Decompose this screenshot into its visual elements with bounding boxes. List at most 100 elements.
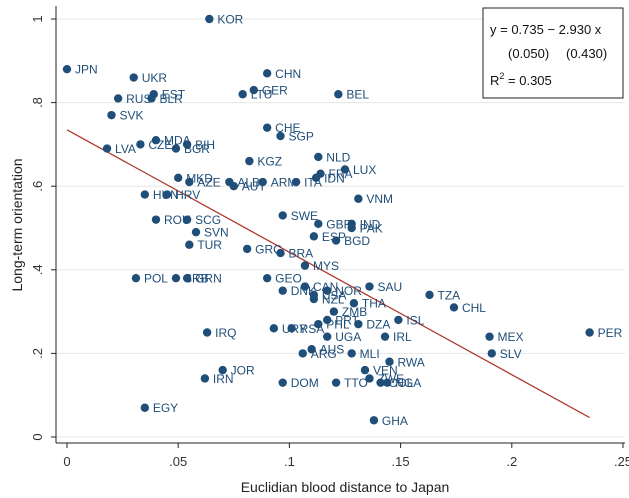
- data-point: ITA: [291, 176, 322, 190]
- data-point: GRC: [242, 242, 282, 256]
- point-marker: [238, 90, 247, 99]
- point-marker: [287, 324, 296, 333]
- point-marker: [191, 227, 201, 237]
- r-squared: R2 = 0.305: [490, 71, 552, 88]
- point-marker: [140, 403, 150, 412]
- data-point: BEL: [334, 88, 369, 102]
- point-marker: [291, 177, 301, 187]
- point-label: USA: [322, 288, 347, 302]
- point-label: IDN: [324, 171, 345, 185]
- point-label: CHE: [275, 121, 300, 135]
- point-marker: [380, 332, 390, 341]
- data-point: PER: [585, 326, 623, 340]
- point-marker: [182, 140, 192, 149]
- y-tick-label: 0: [30, 433, 45, 440]
- point-marker: [140, 190, 150, 199]
- point-marker: [171, 273, 181, 283]
- point-label: HRV: [175, 188, 200, 202]
- point-marker: [309, 232, 319, 241]
- point-marker: [202, 328, 212, 337]
- point-label: TUR: [197, 238, 222, 252]
- data-point: IDN: [311, 171, 345, 185]
- data-point: LVA: [102, 142, 136, 156]
- point-marker: [365, 374, 374, 383]
- point-label: VNM: [366, 192, 393, 206]
- point-label: AUS: [320, 343, 345, 357]
- point-label: BLR: [160, 92, 184, 106]
- point-label: NLD: [326, 150, 350, 164]
- y-tick-label: .4: [30, 264, 45, 275]
- point-label: PHL: [326, 318, 350, 332]
- point-label: ARM: [271, 176, 298, 190]
- point-label: SGP: [289, 130, 314, 144]
- point-marker: [298, 349, 307, 358]
- point-marker: [323, 286, 332, 295]
- data-point: SLV: [487, 347, 522, 361]
- data-point: PRT: [323, 313, 360, 327]
- fit-line-group: [66, 129, 590, 419]
- data-point: KOR: [205, 13, 244, 27]
- point-label: NZL: [322, 293, 345, 307]
- point-label: AUT: [242, 180, 267, 194]
- data-point: ROU: [151, 213, 191, 227]
- point-label: CZE: [148, 138, 172, 152]
- point-label: SVN: [204, 226, 229, 240]
- point-marker: [218, 365, 227, 375]
- data-point: AUT: [229, 180, 267, 194]
- point-label: GHA: [382, 414, 408, 428]
- point-label: BGD: [344, 234, 370, 248]
- data-point: PAK: [347, 222, 383, 236]
- point-marker: [245, 156, 254, 166]
- point-label: CHN: [275, 67, 301, 81]
- data-point: HRV: [162, 188, 200, 202]
- data-point: CHL: [449, 301, 486, 315]
- point-label: LTU: [251, 88, 273, 102]
- data-point: SVN: [191, 226, 229, 240]
- y-tick-label: 1: [30, 15, 45, 22]
- r-squared-value: = 0.305: [504, 73, 551, 88]
- data-point: ARG: [298, 347, 337, 361]
- point-label: IND: [360, 217, 381, 231]
- point-marker: [185, 240, 194, 249]
- data-point: NOR: [323, 284, 362, 298]
- data-point: SWE: [278, 209, 318, 223]
- data-point: GEO: [262, 272, 302, 286]
- point-label: EST: [162, 88, 186, 102]
- data-point: GHA: [369, 414, 408, 428]
- data-point: AUS: [307, 343, 344, 357]
- data-point: GER: [249, 84, 288, 98]
- point-marker: [487, 349, 496, 358]
- data-point: ZMB: [329, 305, 367, 319]
- fit-line: [66, 129, 590, 419]
- point-marker: [340, 165, 350, 174]
- point-label: JPN: [75, 63, 98, 77]
- point-label: PER: [598, 326, 623, 340]
- point-marker: [349, 299, 359, 308]
- point-marker: [131, 273, 141, 283]
- point-marker: [394, 315, 403, 325]
- point-marker: [102, 144, 112, 153]
- point-label: ARG: [311, 347, 337, 361]
- point-marker: [151, 215, 161, 224]
- point-marker: [174, 173, 183, 183]
- point-label: SVK: [119, 109, 143, 123]
- data-point: SRB: [171, 272, 209, 286]
- point-marker: [278, 211, 287, 220]
- point-label: MLI: [360, 347, 380, 361]
- data-point: BGR: [171, 142, 210, 156]
- x-tick-label: .05: [169, 454, 187, 469]
- x-axis-title: Euclidian blood distance to Japan: [241, 479, 450, 495]
- point-label: BGR: [184, 142, 210, 156]
- point-marker: [276, 131, 285, 141]
- data-point: SVK: [107, 109, 143, 123]
- slope-std-error: (0.430): [566, 46, 607, 61]
- data-point: TUR: [185, 238, 222, 252]
- point-label: DOM: [291, 376, 319, 390]
- point-marker: [147, 94, 156, 103]
- point-label: UKR: [142, 71, 168, 85]
- data-point: ISL: [394, 313, 425, 327]
- point-marker: [309, 294, 319, 304]
- point-label: KGZ: [257, 155, 282, 169]
- point-label: BEL: [346, 88, 369, 102]
